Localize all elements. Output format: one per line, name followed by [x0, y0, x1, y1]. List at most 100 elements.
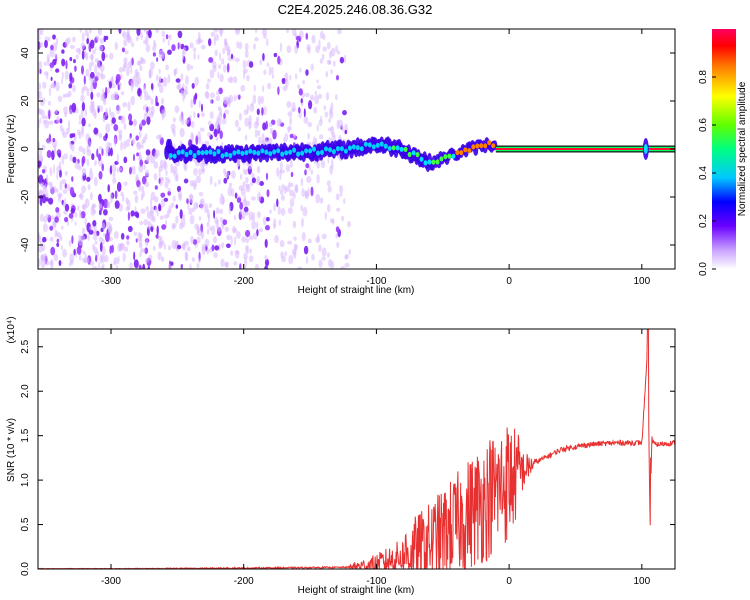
spectrogram-speckle-point: [316, 79, 319, 84]
spectrogram-ridge-core: [296, 151, 301, 157]
spectrogram-speckle-point: [88, 140, 91, 148]
spectrogram-speckle-point: [71, 143, 75, 152]
spectrogram-speckle-point: [103, 198, 109, 209]
spectrogram-speckle-point: [138, 130, 142, 139]
spectrogram-speckle-point: [43, 253, 47, 262]
spectrogram-speckle-point: [294, 44, 298, 54]
spectrogram-speckle-point: [161, 97, 165, 105]
spectrogram-speckle-point: [243, 252, 248, 260]
spectrogram-speckle-point: [216, 90, 220, 96]
spectrogram-speckle-point: [81, 50, 85, 60]
spectrogram-speckle-point: [231, 170, 236, 179]
spectrogram-speckle-point: [263, 138, 269, 145]
spectrogram-speckle-point: [155, 102, 159, 107]
spectrogram-speckle-point: [344, 254, 350, 259]
spectrogram-speckle-point: [149, 67, 153, 78]
spectrogram-speckle-point: [55, 37, 59, 45]
spectrogram-speckle-point: [212, 61, 217, 69]
spectrogram-speckle-point: [89, 192, 93, 201]
spectrogram-speckle-point: [90, 53, 93, 62]
spectrogram-speckle-point: [187, 203, 190, 210]
spectrogram-speckle-point: [301, 232, 306, 242]
spectrogram-speckle-point: [280, 208, 286, 216]
spectrogram-speckle-point: [321, 233, 327, 240]
spectrogram-ridge-core: [220, 153, 225, 159]
spectrogram-speckle-point: [61, 225, 64, 230]
spectrogram-speckle-point: [184, 119, 189, 125]
spectrogram-speckle-point: [198, 136, 202, 145]
spectrogram-speckle-point: [327, 204, 331, 213]
spectrogram-speckle-point: [236, 197, 242, 203]
spectrogram-speckle-point: [209, 99, 213, 104]
spectrogram-ridge-core: [172, 153, 177, 159]
spectrogram-speckle-point: [262, 85, 265, 93]
spectrogram-speckle-point: [43, 115, 49, 120]
spectrogram-speckle-point: [344, 129, 348, 135]
spectrogram-speckle-point: [98, 44, 104, 52]
spectrogram-speckle-point: [72, 190, 75, 197]
spectrogram-speckle-point: [163, 214, 169, 219]
spectrogram-speckle-point: [50, 44, 54, 51]
spectrogram-speckle-point: [228, 205, 231, 215]
spectrogram-speckle-point: [138, 151, 142, 160]
spectrogram-ridge-core: [435, 159, 440, 165]
spectrogram-ridge-core: [463, 147, 468, 153]
spectrogram-speckle-point: [69, 57, 73, 62]
spectrogram-speckle-point: [256, 221, 259, 230]
spectrogram-speckle-point: [180, 111, 184, 119]
colorbar-tick-label: 0.4: [698, 166, 709, 180]
spectrogram-speckle-point: [272, 129, 277, 140]
spectrogram-speckle-point: [254, 36, 259, 42]
spectrogram-speckle-point: [213, 128, 218, 138]
spectrogram-speckle-point: [335, 233, 338, 239]
spectrogram-speckle-point: [129, 167, 132, 175]
spectrogram-ridge-core: [355, 145, 360, 151]
spectrogram-speckle-point: [219, 52, 222, 61]
spectrogram-speckle-point: [38, 160, 42, 168]
colorbar-gradient: [712, 29, 736, 269]
spectrogram-speckle-point: [103, 232, 106, 238]
spectrogram-speckle-point: [106, 87, 110, 94]
spectrogram-speckle-point: [130, 95, 135, 106]
spectrogram-speckle-point: [140, 32, 143, 40]
spectrogram-ridge-core: [320, 149, 324, 155]
spectrogram-speckle-point: [73, 248, 76, 256]
spectrogram-speckle-point: [59, 235, 63, 241]
spectrogram-ridge-core: [375, 142, 380, 148]
spectrogram-speckle-point: [42, 223, 48, 233]
spectrogram-speckle-point: [241, 236, 247, 243]
spectrogram-speckle-point: [122, 252, 126, 262]
spectrogram-speckle-point: [195, 175, 202, 184]
spectrogram-speckle-point: [141, 248, 146, 253]
spectrogram-speckle-point: [204, 238, 210, 248]
spectrogram-speckle-point: [198, 191, 204, 197]
snr-ylabel: SNR (10 * v/v): [6, 418, 17, 482]
spectrogram-speckle-point: [88, 61, 92, 72]
spectrogram-speckle-point: [287, 125, 292, 131]
spectrogram-speckle-point: [178, 190, 182, 199]
spectrogram-speckle-point: [138, 264, 142, 269]
spectrogram-speckle-point: [322, 46, 328, 52]
spectrogram-speckle-point: [319, 197, 324, 204]
spectrogram-speckle-point: [194, 92, 198, 100]
spectrogram-speckle-point: [190, 121, 195, 128]
spectrogram-speckle-point: [186, 63, 191, 72]
spectrogram-speckle-point: [289, 197, 295, 208]
spectrogram-speckle-point: [88, 29, 92, 34]
spectrogram-speckle-point: [81, 157, 84, 167]
spectrogram-speckle-point: [288, 254, 294, 265]
spectrogram-speckle-point: [215, 219, 219, 229]
spectrogram-speckle-point: [228, 182, 233, 188]
spectrogram-speckle-point: [318, 93, 322, 100]
spectrogram-speckle-point: [74, 161, 80, 170]
spectrogram-speckle-point: [237, 126, 242, 132]
spectrogram-speckle-point: [339, 185, 344, 194]
spectrogram-speckle-point: [162, 76, 168, 87]
spectrogram-speckle-point: [239, 263, 242, 269]
spectrogram-speckle-point: [60, 78, 64, 85]
spectrogram-speckle-point: [67, 120, 71, 130]
spectrogram-speckle-point: [89, 225, 94, 231]
spectrogram-speckle-point: [220, 258, 225, 267]
spectrogram-speckle-point: [248, 61, 254, 68]
spectrogram-speckle-point: [243, 109, 249, 116]
